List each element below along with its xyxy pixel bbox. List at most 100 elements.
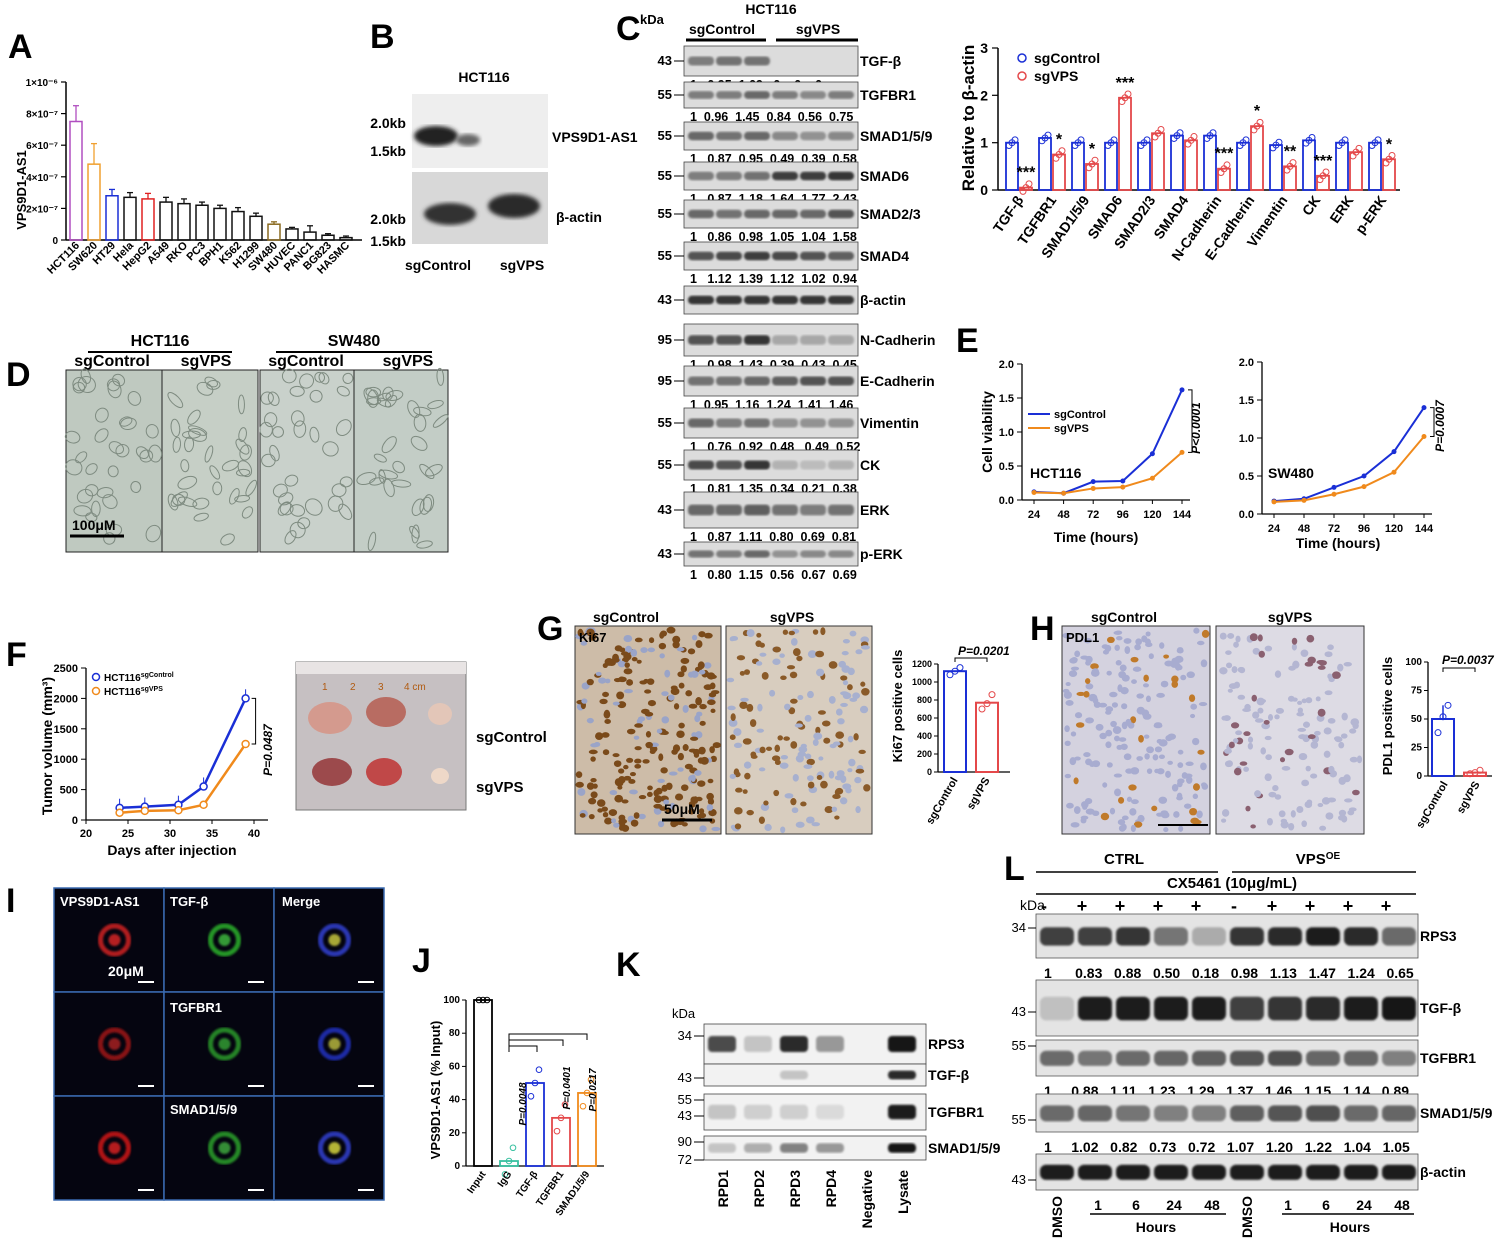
stain-dot xyxy=(1254,790,1262,798)
stain-dot xyxy=(695,640,703,649)
stain-dot xyxy=(1180,674,1187,681)
panel-j-point xyxy=(579,1102,587,1110)
panel-j-point xyxy=(505,1157,513,1165)
stain-dot xyxy=(629,772,636,777)
panel-c-bar-ctrl xyxy=(1335,141,1349,191)
panel-l-xlabel: 1 xyxy=(1284,1197,1292,1213)
panel-c-band xyxy=(688,550,714,558)
stain-dot xyxy=(1131,799,1139,805)
panel-c-blot-label: N-Cadherin xyxy=(860,332,935,348)
stain-dot xyxy=(688,703,698,709)
stain-dot xyxy=(645,730,652,738)
stain-dot xyxy=(756,728,765,733)
stain-dot xyxy=(835,708,843,716)
stain-dot xyxy=(640,647,648,653)
panel-d-cell xyxy=(80,368,92,384)
panel-i-col-1: VPS9D1-AS1 xyxy=(60,894,139,909)
stain-dot xyxy=(630,649,638,657)
stain-dot xyxy=(698,812,707,819)
stain-dot xyxy=(1266,817,1273,826)
panel-d-image-1 xyxy=(65,369,163,553)
panel-c-bar-ytick-label: 0 xyxy=(980,182,988,198)
panel-c-bar-point xyxy=(1388,151,1396,159)
panel-j-point xyxy=(587,1076,595,1083)
stain-dot xyxy=(1085,655,1093,664)
panel-c-values: 1 0.87 1.11 0.80 0.69 0.81 xyxy=(690,530,856,544)
panel-l-band xyxy=(1154,996,1188,1021)
stain-dot xyxy=(726,677,735,683)
panel-j-point xyxy=(479,996,487,1004)
panel-b-band-top-label: VPS9D1-AS1 xyxy=(552,129,638,145)
stain-dot xyxy=(854,776,862,784)
panel-c-blot-label: CK xyxy=(860,457,880,473)
stain-dot xyxy=(1158,754,1165,760)
panel-c-bar-xlabel: p-ERK xyxy=(1352,193,1390,237)
panel-j-ytick-label: 100 xyxy=(443,995,460,1006)
panel-c-bar-sg xyxy=(1151,132,1165,191)
panel-l-values: 1 0.83 0.88 0.50 0.18 0.98 1.13 1.47 1.2… xyxy=(1044,965,1414,981)
panel-c-bar-ctrl xyxy=(1203,134,1217,191)
panel-b-band-a xyxy=(414,126,458,146)
panel-e-cell-right: SW480 xyxy=(1268,465,1314,481)
stain-dot xyxy=(688,808,695,815)
stain-dot xyxy=(835,731,845,739)
stain-dot xyxy=(625,645,632,653)
stain-dot xyxy=(841,650,849,656)
stain-dot xyxy=(633,735,640,740)
stain-dot xyxy=(626,728,636,735)
stain-dot xyxy=(772,646,782,653)
panel-e-xtick-label: 24 xyxy=(1268,523,1281,535)
stain-dot xyxy=(1349,728,1357,734)
stain-dot xyxy=(757,703,763,712)
stain-dot xyxy=(677,752,684,761)
panel-i-cell-core xyxy=(218,1142,231,1154)
panel-g-ytick-label: 200 xyxy=(917,749,932,759)
panel-k-band xyxy=(888,1104,916,1120)
panel-c-bar-point xyxy=(1322,168,1330,176)
stain-dot xyxy=(1233,767,1242,776)
panel-i-cell xyxy=(98,1027,131,1061)
stain-dot xyxy=(1105,729,1113,737)
panel-d-cell xyxy=(410,435,428,451)
panel-c-bar-ytick-label: 3 xyxy=(980,40,988,56)
panel-e-line-sg xyxy=(1273,435,1425,503)
panel-c-band xyxy=(772,376,798,386)
stain-dot xyxy=(743,761,752,769)
panel-k-band xyxy=(888,1036,916,1052)
stain-dot xyxy=(1145,695,1152,703)
panel-d-cell xyxy=(94,428,109,443)
stain-dot xyxy=(1075,722,1085,728)
stain-dot xyxy=(1291,643,1297,651)
stain-dot xyxy=(1327,718,1336,724)
panel-e-point xyxy=(1271,499,1277,505)
stain-dot xyxy=(1106,762,1113,768)
panel-d-cell xyxy=(96,486,114,499)
stain-dot xyxy=(666,626,676,634)
panel-f-xtick-label: 40 xyxy=(248,828,260,840)
panel-a-bars xyxy=(69,105,353,241)
stain-dot xyxy=(1310,773,1318,779)
panel-c-band xyxy=(772,251,798,261)
panel-l-sign: + xyxy=(1115,896,1126,916)
stain-dot xyxy=(577,788,586,796)
stain-dot xyxy=(790,741,798,749)
panel-c-blot-label: p-ERK xyxy=(860,546,903,562)
panel-k-band xyxy=(816,1143,844,1153)
stain-dot xyxy=(817,710,826,715)
panel-f-point xyxy=(241,739,250,749)
stain-dot xyxy=(1242,707,1251,712)
panel-label-c: C xyxy=(616,10,641,48)
stain-dot xyxy=(1105,706,1114,713)
stain-dot xyxy=(647,785,653,791)
panel-c-bar-point xyxy=(1025,180,1033,188)
stain-dot xyxy=(1101,644,1109,649)
stain-dot xyxy=(796,655,803,662)
stain-dot xyxy=(750,751,757,758)
stain-dot xyxy=(1186,671,1195,679)
panel-a-bar xyxy=(159,201,173,241)
panel-f-pvalue: P=0.0487 xyxy=(261,723,275,776)
panel-d-cell xyxy=(107,465,119,478)
stain-dot xyxy=(1272,784,1279,792)
stain-dot xyxy=(599,698,608,705)
stain-dot xyxy=(612,753,620,758)
